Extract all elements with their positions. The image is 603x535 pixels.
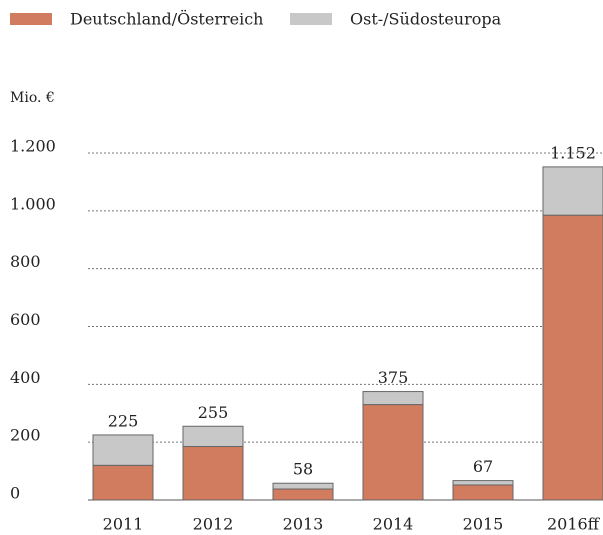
bar-segment [452,484,514,501]
y-tick-label: 800 [10,252,41,271]
bar-segment [542,166,603,216]
x-tick-label: 2013 [283,515,324,534]
x-tick-label: 2012 [193,515,234,534]
bar-segment [182,446,244,501]
total-label: 255 [198,403,229,422]
x-tick-label: 2011 [103,515,144,534]
y-tick-label: 600 [10,310,41,329]
bar-segment [92,464,154,501]
y-axis-label: Mio. € [10,90,55,106]
legend-swatch [290,13,332,25]
total-label: 225 [108,411,139,430]
y-tick-label: 0 [10,484,20,503]
bar-segment [452,480,514,486]
total-label: 67 [473,457,493,476]
x-tick-label: 2014 [373,515,414,534]
y-tick-label: 1.200 [10,137,56,156]
total-label: 375 [378,368,409,387]
y-tick-label: 400 [10,368,41,387]
total-label: 58 [293,460,313,479]
bar-segment [362,391,424,406]
bar-segment [362,404,424,501]
bar-segment [272,482,334,490]
x-tick-label: 2016ff [547,515,601,534]
total-label: 1.152 [550,143,596,162]
y-tick-label: 200 [10,426,41,445]
legend-label: Ost-/Südosteuropa [350,10,502,29]
x-tick-label: 2015 [463,515,504,534]
y-tick-label: 1.000 [10,194,56,213]
bar-segment [92,434,154,466]
bar-segment [182,425,244,448]
legend-swatch [10,13,52,25]
bar-segment [542,214,603,501]
legend-label: Deutschland/Österreich [70,9,263,29]
bar-segment [272,488,334,501]
